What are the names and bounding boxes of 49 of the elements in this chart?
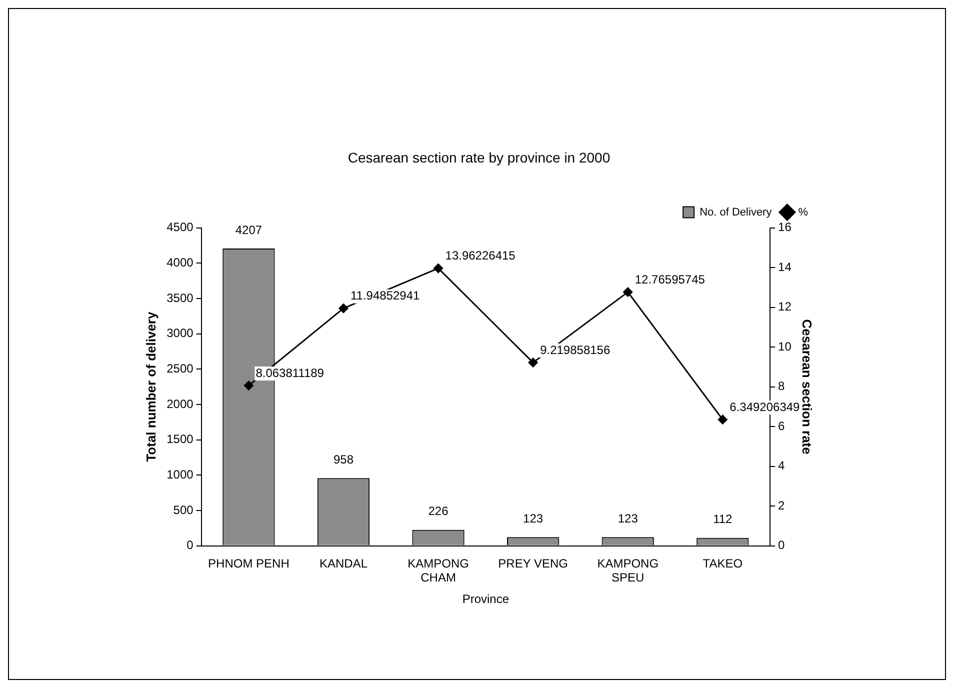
data-label: 8.063811189 (256, 366, 324, 380)
y-tick-label: 500 (173, 502, 194, 517)
legend-label: % (798, 206, 808, 218)
x-tick-label: PHNOM PENH (208, 556, 290, 570)
data-label: 123 (523, 511, 544, 526)
y-tick-label: 0 (186, 538, 194, 552)
data-label: 226 (428, 504, 449, 518)
data-label: 9.219858156 (540, 342, 610, 357)
point (623, 287, 633, 297)
y2-tick-label: 4 (778, 458, 786, 473)
data-label: 13.96226415 (445, 248, 516, 263)
y2-tick-label: 0 (778, 538, 786, 552)
y-tick-label: 3500 (166, 290, 194, 305)
y-tick-label: 2500 (166, 361, 194, 376)
y-axis-title: Total number of delivery (143, 311, 158, 462)
y2-tick-label: 14 (778, 260, 792, 274)
x-tick-label: KAMPONG CHAM (408, 556, 469, 585)
x-tick-label: PREY VENG (498, 556, 568, 570)
data-label: 123 (618, 511, 638, 526)
y2-tick-label: 8 (778, 379, 786, 394)
point (718, 414, 728, 424)
y2-tick-label: 2 (778, 498, 786, 512)
y-tick-label: 3000 (166, 326, 194, 340)
data-label: 958 (333, 452, 354, 466)
x-axis-title: Province (462, 592, 510, 606)
y-tick-label: 4500 (166, 220, 194, 234)
data-label: 11.94852941 (350, 288, 420, 303)
x-tick-label: KAMPONG SPEU (597, 556, 659, 585)
point (338, 304, 348, 314)
y-tick-label: 2000 (166, 396, 194, 411)
x-tick-label: TAKEO (702, 556, 743, 570)
data-label: 112 (713, 512, 733, 526)
data-label: 4207 (235, 222, 262, 237)
y-tick-label: 1500 (166, 432, 194, 446)
y-tick-label: 1000 (166, 467, 194, 482)
data-label: 12.76595745 (634, 272, 706, 286)
data-label: 6.349206349 (730, 400, 800, 414)
y-tick-label: 4000 (166, 255, 194, 270)
y2-tick-label: 10 (778, 339, 792, 354)
point (528, 358, 538, 368)
y2-tick-label: 6 (778, 418, 786, 433)
chart-title: Cesarean section rate by province in 2000 (348, 149, 610, 166)
x-tick-label: KANDAL (319, 556, 368, 570)
legend-label: No. of Delivery (700, 206, 772, 218)
y2-tick-label: 16 (778, 220, 792, 234)
y2-axis-title: Cesarean section rate (800, 319, 815, 454)
y2-tick-label: 12 (778, 300, 792, 314)
point (244, 380, 254, 390)
point (434, 264, 444, 274)
